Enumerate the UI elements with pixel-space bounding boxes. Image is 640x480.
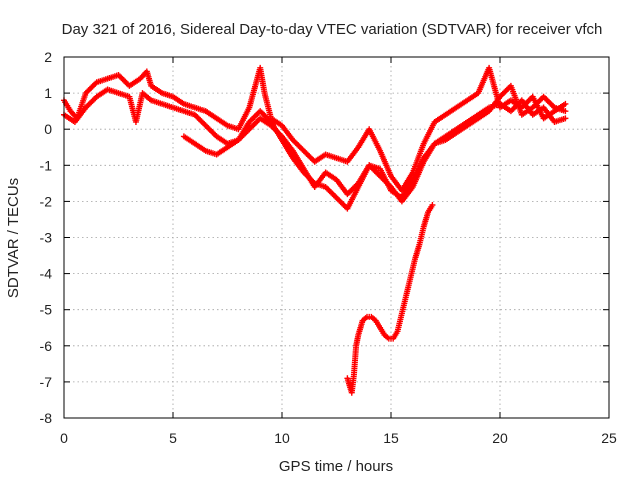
x-tick-label: 10 — [274, 430, 290, 446]
series-trace-1 — [61, 64, 569, 194]
y-tick-label: -3 — [40, 230, 53, 246]
y-tick-label: -6 — [40, 338, 53, 354]
x-tick-label: 0 — [60, 430, 68, 446]
y-tick-label: 0 — [44, 121, 52, 137]
x-tick-label: 5 — [169, 430, 177, 446]
y-tick-label: 2 — [44, 49, 52, 65]
y-tick-label: -5 — [40, 302, 53, 318]
y-tick-label: -4 — [40, 266, 53, 282]
x-tick-label: 15 — [383, 430, 399, 446]
y-tick-label: -7 — [40, 374, 53, 390]
x-axis-label: GPS time / hours — [279, 458, 393, 475]
y-tick-label: -8 — [40, 410, 53, 426]
data-point — [429, 202, 436, 209]
series-trace-3 — [180, 82, 569, 212]
data-points — [61, 64, 569, 396]
data-point — [562, 100, 569, 107]
data-point — [562, 115, 569, 122]
data-point — [562, 108, 569, 115]
y-tick-label: 1 — [44, 85, 52, 101]
x-tick-label: 25 — [601, 430, 617, 446]
series-trace-4 — [344, 202, 436, 396]
y-axis-label: SDTVAR / TECUs — [5, 178, 22, 298]
y-tick-label: -2 — [40, 193, 53, 209]
chart-title: Day 321 of 2016, Sidereal Day-to-day VTE… — [62, 21, 603, 38]
grid — [64, 57, 609, 418]
x-tick-label: 20 — [492, 430, 508, 446]
y-tick-label: -1 — [40, 157, 53, 173]
